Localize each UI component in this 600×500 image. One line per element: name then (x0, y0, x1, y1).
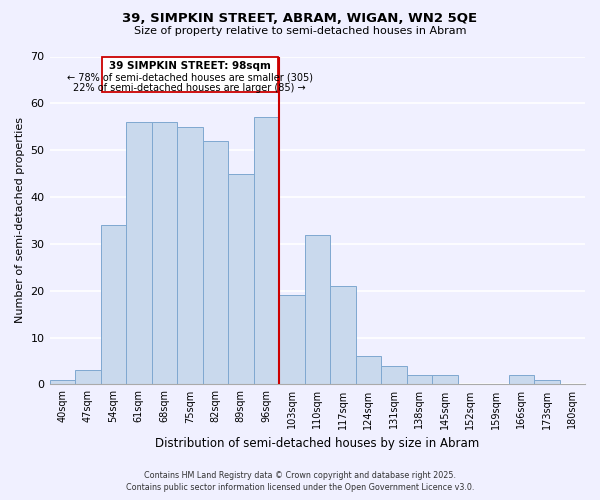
Bar (50, 380, 75, 384)
Bar (407, 375, 432, 384)
Y-axis label: Number of semi-detached properties: Number of semi-detached properties (15, 118, 25, 324)
Bar (305, 234, 330, 384)
Bar (101, 225, 126, 384)
Bar (228, 174, 254, 384)
Bar (75, 370, 101, 384)
Bar (356, 356, 381, 384)
Bar (279, 296, 305, 384)
X-axis label: Distribution of semi-detached houses by size in Abram: Distribution of semi-detached houses by … (155, 437, 479, 450)
Bar (381, 366, 407, 384)
Bar (534, 380, 560, 384)
FancyBboxPatch shape (102, 56, 278, 92)
Bar (203, 141, 228, 384)
Text: 39, SIMPKIN STREET, ABRAM, WIGAN, WN2 5QE: 39, SIMPKIN STREET, ABRAM, WIGAN, WN2 5Q… (122, 12, 478, 26)
Text: ← 78% of semi-detached houses are smaller (305): ← 78% of semi-detached houses are smalle… (67, 72, 313, 83)
Bar (152, 122, 177, 384)
Bar (177, 127, 203, 384)
Bar (330, 286, 356, 384)
Text: 22% of semi-detached houses are larger (85) →: 22% of semi-detached houses are larger (… (73, 84, 306, 94)
Bar (126, 122, 152, 384)
Text: 39 SIMPKIN STREET: 98sqm: 39 SIMPKIN STREET: 98sqm (109, 61, 271, 71)
Bar (432, 375, 458, 384)
Bar (254, 118, 279, 384)
Text: Size of property relative to semi-detached houses in Abram: Size of property relative to semi-detach… (134, 26, 466, 36)
Text: Contains HM Land Registry data © Crown copyright and database right 2025.
Contai: Contains HM Land Registry data © Crown c… (126, 471, 474, 492)
Bar (509, 375, 534, 384)
